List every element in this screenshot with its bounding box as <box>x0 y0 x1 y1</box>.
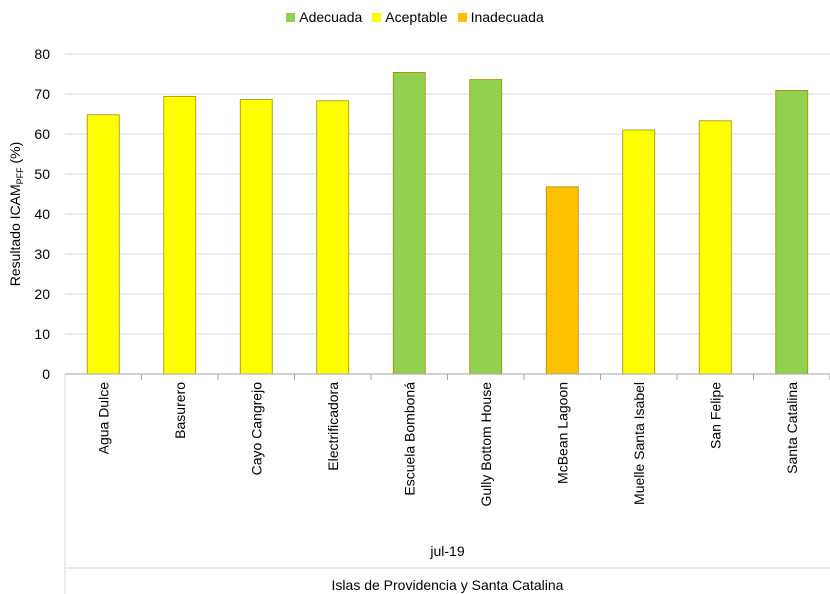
legend-label-adecuada: Adecuada <box>299 9 363 25</box>
legend-label-aceptable: Aceptable <box>385 9 448 25</box>
category-label: Muelle Santa Isabel <box>631 382 647 505</box>
bar-9 <box>775 90 809 375</box>
legend-item-inadecuada: Inadecuada <box>457 9 544 25</box>
group-label-location: Islas de Providencia y Santa Catalina <box>331 577 564 593</box>
category-label: Agua Dulce <box>95 382 111 455</box>
category-label: San Felipe <box>707 382 723 449</box>
bar-0 <box>86 114 120 375</box>
bar-4 <box>392 72 426 375</box>
category-label: McBean Lagoon <box>554 382 570 484</box>
y-tick-label: 0 <box>42 366 50 382</box>
y-axis-title: Resultado ICAMPFF (%) <box>7 142 25 287</box>
category-label: Electrificadora <box>325 382 341 471</box>
legend-item-adecuada: Adecuada <box>286 9 362 25</box>
bar-5 <box>469 79 503 375</box>
y-tick-label: 80 <box>34 46 50 62</box>
y-tick-label: 20 <box>34 286 50 302</box>
bar-6 <box>545 186 579 375</box>
category-label: Gully Bottom House <box>478 382 494 507</box>
legend: Adecuada Aceptable Inadecuada <box>0 9 830 25</box>
legend-label-inadecuada: Inadecuada <box>470 9 544 25</box>
bar-2 <box>239 99 273 375</box>
bar-3 <box>316 100 350 375</box>
bar-1 <box>163 96 197 375</box>
legend-item-aceptable: Aceptable <box>372 9 448 25</box>
y-tick-label: 40 <box>34 206 50 222</box>
legend-swatch-inadecuada <box>457 12 467 22</box>
group-label-date: jul-19 <box>430 543 465 559</box>
legend-swatch-adecuada <box>286 12 296 22</box>
bar-7 <box>622 129 656 375</box>
y-tick-label: 30 <box>34 246 50 262</box>
category-label: Escuela Bomboná <box>401 382 417 496</box>
y-tick-label: 50 <box>34 166 50 182</box>
category-label: Basurero <box>172 382 188 439</box>
bar-8 <box>698 120 732 375</box>
legend-swatch-aceptable <box>372 12 382 22</box>
category-label: Cayo Cangrejo <box>248 382 264 476</box>
y-tick-label: 10 <box>34 326 50 342</box>
y-tick-label: 70 <box>34 86 50 102</box>
category-label: Santa Catalina <box>784 382 800 474</box>
y-tick-label: 60 <box>34 126 50 142</box>
